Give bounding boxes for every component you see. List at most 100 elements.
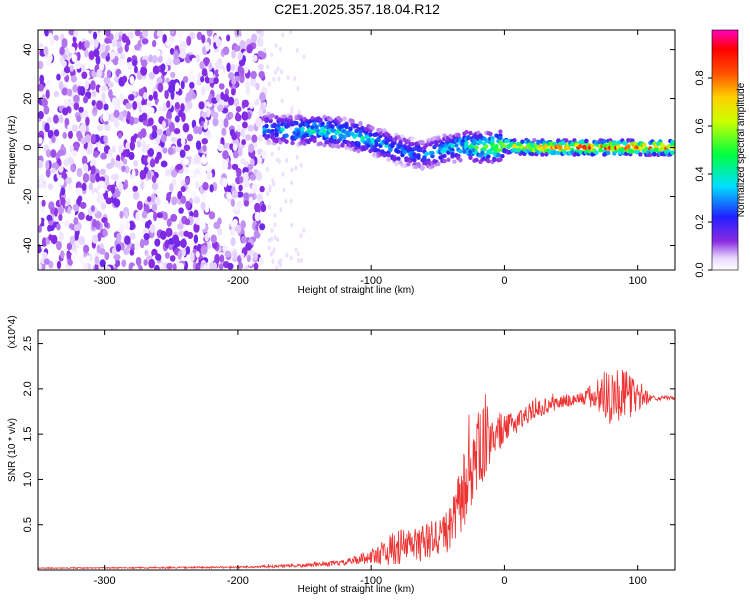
spectrogram-noise-cell — [131, 169, 136, 180]
spectrogram-noise-cell — [213, 83, 218, 93]
spectrogram-noise-cell — [82, 95, 89, 104]
spectrogram-noise-cell — [200, 76, 205, 83]
spectrogram-noise-cell — [53, 90, 60, 98]
spectrogram-noise-cell — [139, 238, 145, 249]
spectrogram-noise-cell — [205, 41, 210, 52]
spectrogram-noise-cell — [249, 174, 257, 181]
spectrogram-ridge-cell — [374, 142, 379, 147]
spectrogram-ridge-cell — [288, 115, 293, 120]
spectrogram-noise-cell — [116, 232, 122, 243]
spectrogram-noise-cell — [81, 155, 88, 166]
spectrogram-ridge-cell — [458, 149, 463, 154]
spectrogram-ridge-cell — [598, 147, 603, 153]
spectrogram-noise-cell — [79, 201, 87, 209]
spectrogram-y-tick-label: -20 — [22, 189, 34, 205]
spectrogram-ridge-cell — [348, 126, 353, 131]
spectrogram-ridge-cell — [488, 149, 493, 155]
spectrogram-noise-cell — [204, 57, 209, 67]
spectrogram-noise-cell — [170, 213, 178, 222]
spectrogram-noise-cell — [151, 39, 157, 48]
spectrogram-noise-cell — [78, 211, 85, 221]
spectrogram-ridge-cell — [652, 151, 657, 157]
figure-title: C2E1.2025.357.18.04.R12 — [274, 1, 440, 17]
spectrogram-ridge-cell — [464, 129, 469, 135]
spectrogram-noise-cell — [206, 171, 213, 180]
spectrogram-noise-cell — [231, 88, 236, 96]
spectrogram-noise-cell — [56, 240, 62, 251]
spectrogram-noise-cell — [151, 125, 158, 133]
spectrogram-ridge-cell — [266, 140, 271, 145]
spectrogram-noise-cell — [285, 252, 289, 258]
spectrogram-noise-cell — [196, 31, 203, 41]
spectrogram-noise-cell — [44, 30, 50, 37]
spectrogram-y-label: Frequency (Hz) — [7, 116, 18, 185]
spectrogram-noise-cell — [200, 201, 206, 210]
spectrogram-ridge-cell — [272, 122, 277, 127]
spectrogram-noise-cell — [253, 229, 261, 239]
spectrogram-ridge-cell — [532, 138, 537, 143]
spectrogram-noise-cell — [121, 259, 127, 268]
spectrogram-noise-cell — [124, 211, 129, 219]
spectrogram-noise-cell — [76, 167, 83, 178]
spectrogram-noise-cell — [134, 30, 141, 37]
spectrogram-noise-cell — [252, 252, 258, 261]
spectrogram-ridge-cell — [342, 116, 347, 121]
spectrogram-ridge-cell — [406, 162, 411, 167]
spectrogram-noise-cell — [58, 114, 64, 124]
spectrogram-noise-cell — [84, 40, 90, 49]
spectrogram-noise-cell — [74, 231, 79, 241]
spectrogram-noise-cell — [107, 81, 114, 88]
spectrogram-noise-cell — [85, 133, 91, 144]
spectrogram-noise-cell — [258, 256, 264, 266]
spectrogram-noise-cell — [45, 149, 52, 158]
spectrogram-noise-cell — [191, 57, 197, 65]
spectrogram-noise-cell — [226, 34, 231, 42]
spectrogram-noise-cell — [141, 59, 148, 68]
spectrogram-noise-cell — [201, 138, 208, 145]
spectrogram-noise-cell — [94, 39, 99, 48]
spectrogram-noise-cell — [246, 44, 253, 54]
spectrogram-noise-cell — [195, 180, 200, 190]
spectrogram-noise-cell — [151, 130, 158, 139]
spectrogram-ridge-cell — [446, 157, 451, 162]
spectrogram-ridge-cell — [346, 131, 351, 137]
spectrogram-noise-cell — [128, 220, 136, 231]
spectrogram-noise-cell — [246, 254, 251, 262]
spectrogram-noise-cell — [297, 109, 301, 115]
spectrogram-noise-cell — [117, 144, 124, 154]
spectrogram-noise-cell — [162, 147, 168, 154]
spectrogram-noise-cell — [99, 248, 106, 255]
spectrogram-noise-cell — [180, 80, 185, 90]
spectrogram-noise-cell — [152, 65, 160, 75]
spectrogram-noise-cell — [171, 196, 178, 206]
spectrogram-noise-cell — [143, 238, 150, 246]
spectrogram-noise-cell — [95, 172, 100, 183]
spectrogram-noise-cell — [166, 100, 171, 109]
spectrogram-ridge-cell — [374, 132, 379, 137]
spectrogram-ridge-cell — [300, 126, 305, 132]
spectrogram-noise-cell — [172, 234, 179, 244]
spectrogram-noise-cell — [111, 145, 116, 154]
spectrogram-ridge-cell — [410, 141, 415, 147]
spectrogram-noise-cell — [114, 160, 121, 168]
spectrogram-noise-cell — [229, 228, 235, 237]
spectrogram-noise-cell — [201, 111, 208, 119]
spectrogram-noise-cell — [214, 253, 220, 264]
spectrogram-noise-cell — [60, 187, 66, 196]
spectrogram-noise-cell — [92, 31, 98, 40]
spectrogram-noise-cell — [217, 68, 225, 76]
spectrogram-ridge-cell — [486, 154, 491, 159]
spectrogram-noise-cell — [295, 47, 299, 53]
spectrogram-ridge-cell — [666, 149, 671, 154]
spectrogram-noise-cell — [174, 94, 180, 102]
spectrogram-ridge-cell — [384, 143, 389, 148]
spectrogram-noise-cell — [129, 116, 135, 126]
snr-y-scale-label: (x10^4) — [7, 315, 18, 348]
spectrogram-noise-cell — [83, 244, 90, 254]
spectrogram-ridge-cell — [376, 136, 381, 142]
spectrogram-noise-cell — [259, 185, 265, 193]
spectrogram-noise-cell — [119, 210, 124, 219]
spectrogram-noise-cell — [38, 160, 44, 169]
spectrogram-ridge-cell — [450, 143, 455, 149]
spectrogram-noise-cell — [43, 46, 49, 56]
